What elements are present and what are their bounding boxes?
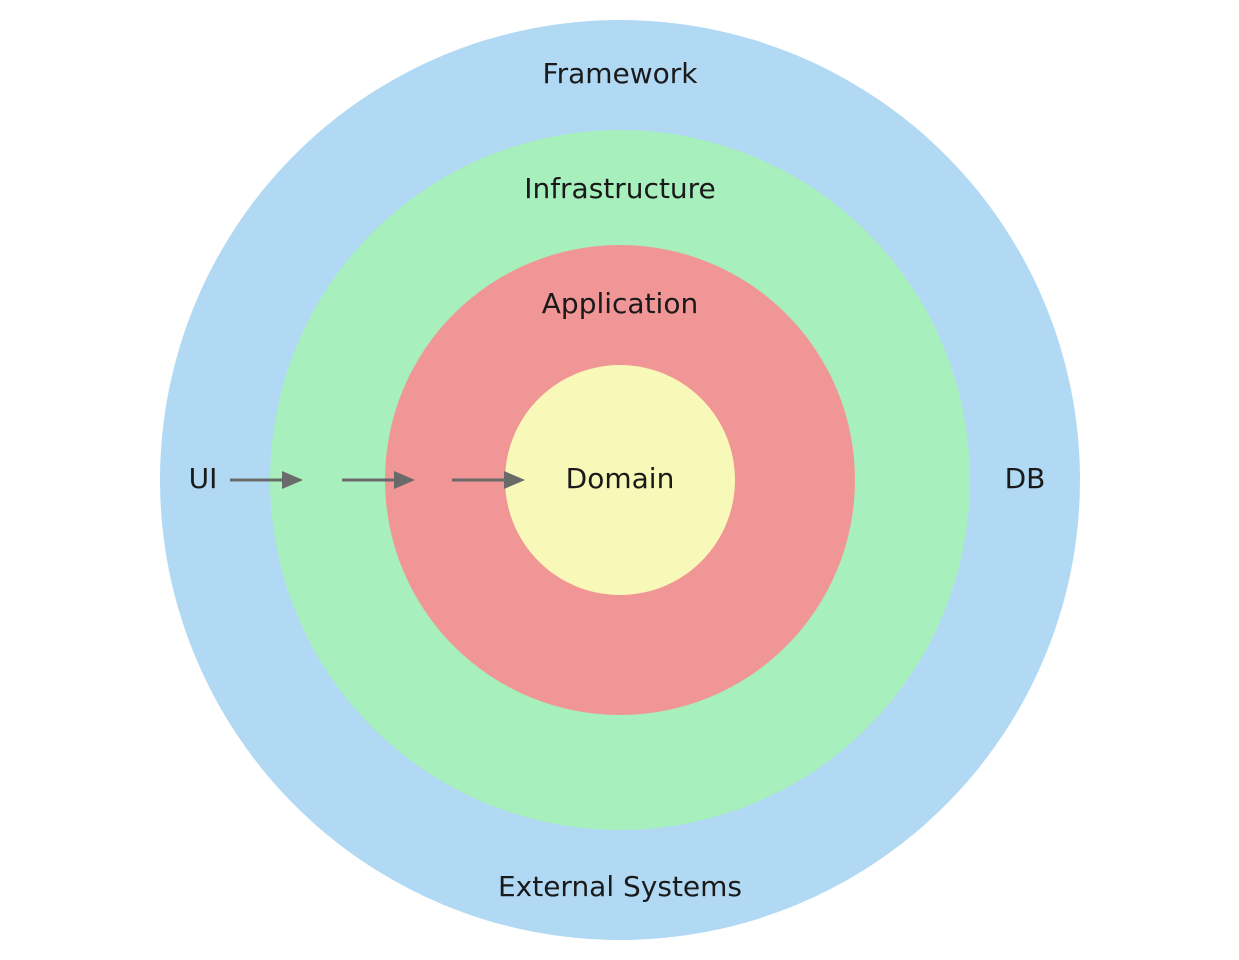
side-label-db: DB — [1005, 462, 1046, 495]
side-label-external-systems: External Systems — [498, 870, 742, 903]
ring-label-infrastructure: Infrastructure — [524, 172, 716, 205]
ring-label-framework: Framework — [543, 57, 699, 90]
ring-label-domain: Domain — [566, 462, 675, 495]
diagram-svg: Domain Application Infrastructure Framework… — [0, 0, 1239, 960]
onion-architecture-diagram: Domain Application Infrastructure Framework… — [0, 0, 1239, 960]
ring-label-application: Application — [542, 287, 698, 320]
side-label-ui: UI — [189, 462, 218, 495]
